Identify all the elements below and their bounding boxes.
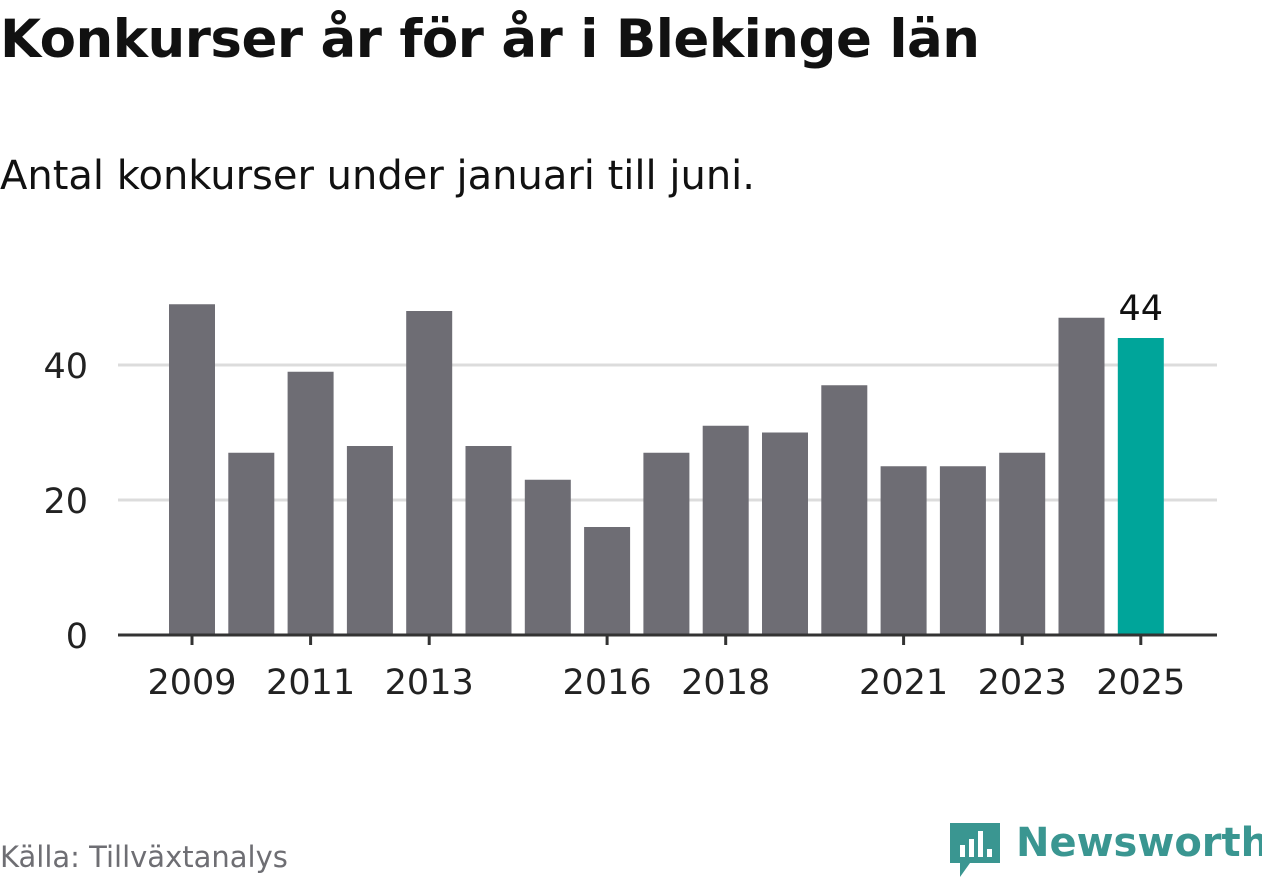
bar-2020 bbox=[821, 385, 868, 635]
x-tick-label-2016: 2016 bbox=[563, 663, 652, 703]
bar-2013 bbox=[406, 311, 453, 635]
brand: Newsworthy bbox=[950, 818, 1262, 880]
bar-2016 bbox=[584, 527, 631, 635]
chart-title: Konkurser år för år i Blekinge län bbox=[0, 9, 980, 70]
newsworthy-logo-icon bbox=[950, 823, 1000, 877]
bar-2024 bbox=[1058, 317, 1105, 635]
x-tick-label-2011: 2011 bbox=[266, 663, 355, 703]
x-tick-label-2021: 2021 bbox=[859, 663, 948, 703]
bar-2022 bbox=[939, 466, 986, 635]
bar-2025 bbox=[1117, 338, 1164, 635]
x-axis-ticks: 2009 2011 2013 2016 2018 2021 2023 2025 bbox=[147, 635, 1185, 703]
bar-2019 bbox=[762, 432, 808, 635]
y-tick-label-0: 0 bbox=[66, 617, 88, 657]
x-tick-label-2025: 2025 bbox=[1096, 663, 1185, 703]
bar-2023 bbox=[999, 452, 1046, 635]
y-tick-label-40: 40 bbox=[43, 347, 88, 387]
bars bbox=[169, 304, 1164, 635]
bar-2021 bbox=[880, 466, 927, 635]
bar-2014 bbox=[465, 446, 512, 635]
source-note: Källa: Tillväxtanalys bbox=[0, 840, 288, 874]
bar-2017 bbox=[643, 452, 690, 635]
y-tick-label-20: 20 bbox=[43, 482, 88, 522]
bar-2009 bbox=[169, 304, 215, 635]
x-tick-label-2018: 2018 bbox=[681, 663, 770, 703]
bar-2011 bbox=[287, 371, 334, 635]
bar-2012 bbox=[346, 446, 393, 635]
x-tick-label-2009: 2009 bbox=[147, 663, 236, 703]
y-axis-ticks: 0 20 40 bbox=[43, 347, 88, 657]
chart-subtitle: Antal konkurser under januari till juni. bbox=[0, 153, 755, 199]
x-tick-label-2013: 2013 bbox=[385, 663, 474, 703]
bar-2010 bbox=[228, 452, 275, 635]
data-labels: 44 bbox=[1119, 289, 1164, 329]
bar-2015 bbox=[524, 479, 571, 635]
brand-name: Newsworthy bbox=[1016, 820, 1262, 866]
bar-2018 bbox=[702, 425, 749, 635]
x-tick-label-2023: 2023 bbox=[978, 663, 1067, 703]
data-label-2025: 44 bbox=[1119, 289, 1164, 329]
